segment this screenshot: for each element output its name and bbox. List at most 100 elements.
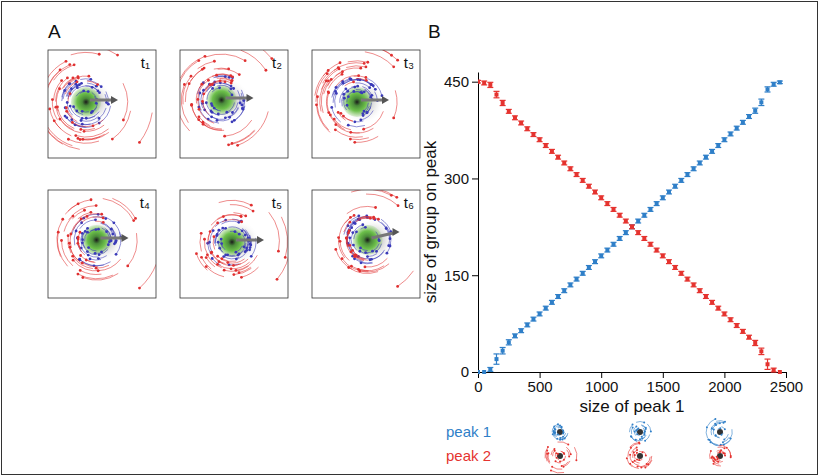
legend-icon-trail <box>563 461 570 467</box>
legend-icon-trail <box>553 451 555 456</box>
legend-icon-agent <box>575 459 577 461</box>
agent <box>231 111 234 114</box>
data-point <box>698 161 702 165</box>
agent <box>240 276 243 279</box>
agent <box>65 106 68 109</box>
data-point <box>538 138 542 142</box>
legend-icon-agent <box>636 449 638 451</box>
agent <box>213 235 216 238</box>
agent-trail <box>222 259 236 262</box>
legend-icon-agent <box>641 436 643 438</box>
data-point <box>501 101 505 105</box>
data-point <box>544 306 548 310</box>
agent <box>361 112 364 115</box>
error-bar-cap <box>752 345 758 346</box>
agent <box>95 204 98 207</box>
agent-trail <box>199 120 222 130</box>
legend-icon-agent <box>713 428 715 430</box>
agent <box>345 237 348 240</box>
legend-icon-agent <box>715 435 717 437</box>
legend-icon-agent <box>723 422 725 424</box>
legend-icon-agent <box>561 427 563 429</box>
agent-trail <box>232 102 238 112</box>
agent <box>100 213 103 216</box>
legend-icon-trail <box>635 461 640 463</box>
agent <box>326 72 329 75</box>
error-bar <box>641 213 647 217</box>
agent <box>115 253 118 256</box>
legend-icon-agent <box>640 466 642 468</box>
data-point <box>692 283 696 287</box>
agent-trail <box>241 50 266 70</box>
agent <box>240 220 243 223</box>
agent <box>204 55 207 58</box>
agent-trail <box>358 266 384 271</box>
arrow-head <box>111 96 118 104</box>
legend-icon-agent <box>636 447 638 449</box>
error-bar-cap <box>506 339 512 340</box>
agent <box>276 278 279 281</box>
agent <box>209 83 212 86</box>
agent-trail <box>351 233 353 246</box>
legend-icon-trail <box>560 436 564 438</box>
legend-icon-trail <box>554 432 556 437</box>
error-bar <box>777 81 783 84</box>
data-point <box>722 312 726 316</box>
agent <box>89 211 92 214</box>
agent-trail <box>206 258 215 267</box>
agent <box>138 287 141 290</box>
legend-icon-agent <box>554 428 556 430</box>
agent <box>342 93 345 96</box>
agent-trail <box>203 101 209 114</box>
legend-icon-agent <box>634 460 636 462</box>
agent <box>396 59 399 62</box>
agent-trail <box>82 263 98 267</box>
direction-arrow <box>226 97 248 100</box>
legend-icon-trail <box>633 426 636 430</box>
error-bar <box>647 242 653 246</box>
agent <box>83 209 86 212</box>
error-bar <box>524 127 530 131</box>
error-bar <box>574 173 580 177</box>
legend-icon-trail <box>561 429 563 431</box>
frame-label: t₆ <box>404 194 414 211</box>
x-tick: 2500 <box>770 372 803 395</box>
agent <box>85 117 88 120</box>
agent-trail <box>321 69 339 90</box>
agent <box>392 117 395 120</box>
agent-trail <box>76 129 109 137</box>
error-bar <box>684 277 690 281</box>
error-bar-cap <box>752 113 758 114</box>
agent-trail <box>93 120 103 126</box>
snapshot-content <box>195 200 288 280</box>
agent <box>78 83 81 86</box>
error-bar <box>684 173 690 177</box>
agent <box>190 75 193 78</box>
agent <box>77 75 80 78</box>
agent <box>347 95 350 98</box>
agent-trail <box>222 221 239 224</box>
resource-disc <box>71 87 101 117</box>
error-bar <box>746 335 752 339</box>
data-point <box>747 335 751 339</box>
legend-icon-trail <box>635 430 636 433</box>
y-tick-mark <box>472 178 478 179</box>
y-tick: 0 <box>461 363 478 380</box>
agent-trail <box>320 81 327 111</box>
agent-trail <box>128 233 137 266</box>
legend-icon-agent <box>641 438 643 440</box>
legend-icon-trail <box>730 429 732 438</box>
agent <box>217 229 220 232</box>
agent-trail <box>116 232 121 254</box>
agent-trail <box>351 128 374 133</box>
legend-icon-trail <box>714 458 717 462</box>
legend-icon-center <box>557 453 563 459</box>
legend-icon-trail <box>717 452 720 453</box>
agent-trail <box>350 138 368 140</box>
arrow-head <box>382 96 389 104</box>
legend-icon-trail <box>561 451 564 453</box>
agent <box>374 206 377 209</box>
agent <box>205 101 208 104</box>
legend-icon-agent <box>722 441 724 443</box>
error-bar-cap <box>758 105 764 106</box>
